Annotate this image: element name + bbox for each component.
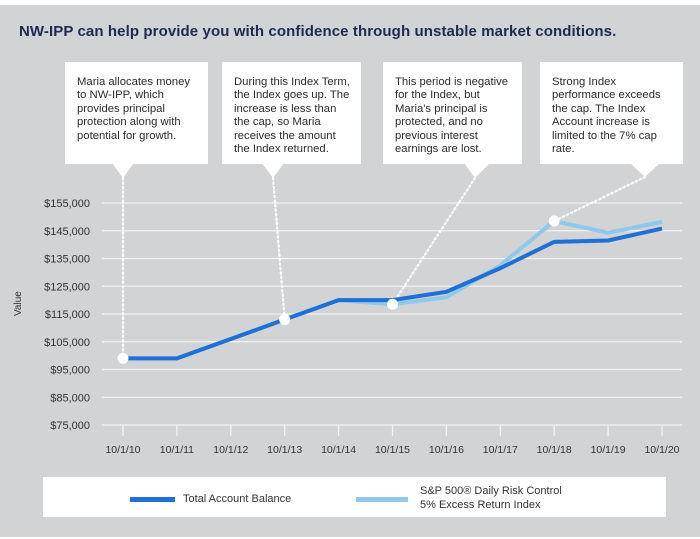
- highlight-point: [117, 352, 129, 364]
- x-tick-label: 10/1/12: [213, 444, 248, 456]
- x-tick-label: 10/1/18: [537, 444, 572, 456]
- callout-pointer: [112, 163, 134, 178]
- legend: Total Account Balance S&P 500® Daily Ris…: [43, 477, 666, 517]
- x-tick-label: 10/1/19: [591, 444, 626, 456]
- y-axis-label: Value: [13, 291, 24, 316]
- callout-pointer: [262, 163, 284, 178]
- y-tick-label: $155,000: [44, 198, 90, 210]
- callout-cap: Strong Index performance exceeds the cap…: [540, 62, 683, 164]
- x-tick-label: 10/1/15: [375, 444, 410, 456]
- y-tick-label: $75,000: [50, 420, 90, 432]
- x-tick-label: 10/1/17: [483, 444, 518, 456]
- x-tick-label: 10/1/13: [267, 444, 302, 456]
- y-tick-label: $135,000: [44, 254, 90, 266]
- callout-text: Maria allocates money to NW-IPP, which p…: [77, 76, 191, 142]
- y-tick-label: $115,000: [45, 309, 90, 321]
- y-tick-label: $85,000: [50, 392, 90, 404]
- legend-label-index-line2: 5% Excess Return Index: [420, 499, 541, 511]
- leader-dotted-line: [391, 176, 477, 306]
- highlight-point: [548, 215, 560, 227]
- y-tick-label: $145,000: [44, 226, 90, 238]
- x-tick-label: 10/1/11: [160, 444, 194, 456]
- legend-label-total-account: Total Account Balance: [183, 493, 292, 505]
- callout-pointer: [630, 163, 660, 177]
- callout-text: This period is negative for the Index, b…: [395, 76, 509, 156]
- highlight-point: [279, 314, 291, 326]
- callout-text: During this Index Term, the Index goes u…: [234, 76, 350, 156]
- legend-swatch-total-account: [130, 497, 175, 502]
- callout-text: Strong Index performance exceeds the cap…: [552, 76, 661, 156]
- chart-title: NW-IPP can help provide you with confide…: [19, 23, 617, 40]
- leader-dotted-line: [553, 175, 647, 223]
- x-tick-label: 10/1/14: [321, 444, 356, 456]
- y-tick-label: $95,000: [50, 365, 90, 377]
- series-line-total-account-balance: [123, 226, 663, 361]
- leader-dotted-line: [271, 176, 286, 321]
- highlight-point: [387, 298, 398, 310]
- callout-index-negative: This period is negative for the Index, b…: [383, 62, 522, 164]
- x-tick-label: 10/1/20: [644, 444, 679, 456]
- callout-index-up: During this Index Term, the Index goes u…: [222, 62, 361, 164]
- y-tick-label: $125,000: [44, 281, 90, 293]
- x-tick-label: 10/1/10: [105, 444, 140, 456]
- legend-label-index-line1: S&P 500® Daily Risk Control: [420, 485, 562, 497]
- y-tick-label: $105,000: [44, 337, 90, 349]
- x-tick-label: 10/1/16: [429, 444, 464, 456]
- legend-swatch-index: [356, 497, 408, 502]
- callout-pointer: [464, 163, 490, 178]
- callout-start: Maria allocates money to NW-IPP, which p…: [65, 62, 208, 164]
